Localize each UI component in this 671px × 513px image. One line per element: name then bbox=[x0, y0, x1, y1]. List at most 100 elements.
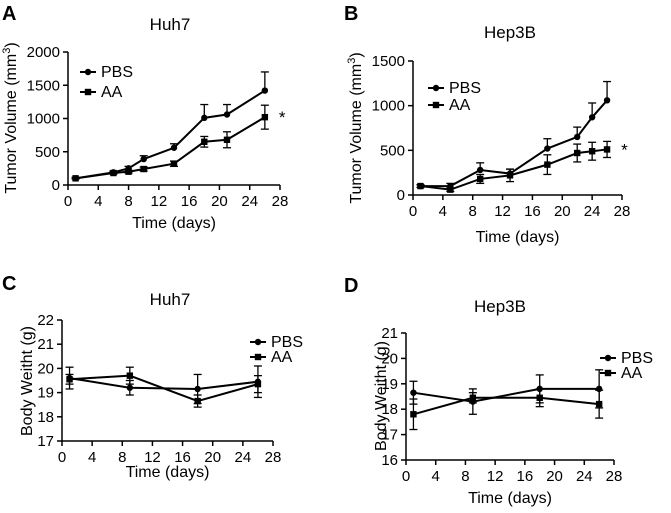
legend-label: AA bbox=[621, 365, 643, 382]
y-axis-label: Tumor Volume (mm3) bbox=[1, 42, 20, 193]
x-tick-label: 28 bbox=[614, 203, 631, 220]
x-tick-label: 12 bbox=[494, 203, 511, 220]
x-tick-label: 0 bbox=[64, 193, 72, 210]
x-tick-label: 0 bbox=[402, 468, 410, 485]
data-point bbox=[595, 400, 603, 408]
series-line bbox=[69, 374, 259, 403]
data-point bbox=[223, 111, 231, 118]
legend-marker bbox=[254, 353, 262, 361]
x-tick-label: 4 bbox=[439, 203, 447, 220]
chart-title: Huh7 bbox=[150, 290, 191, 309]
x-tick-label: 4 bbox=[88, 449, 96, 466]
data-point bbox=[140, 155, 147, 163]
x-axis-label: Time (days) bbox=[132, 215, 216, 232]
data-point bbox=[544, 145, 551, 152]
x-axis-label: Time (days) bbox=[468, 490, 552, 507]
x-axis-label: Time (days) bbox=[476, 229, 560, 246]
significance-marker: * bbox=[621, 140, 628, 159]
panel-letter: C bbox=[2, 273, 16, 295]
legend-label: AA bbox=[271, 349, 293, 366]
x-tick-label: 8 bbox=[469, 203, 477, 220]
legend-marker bbox=[432, 101, 440, 109]
y-tick-label: 19 bbox=[381, 376, 398, 393]
data-point bbox=[476, 175, 484, 183]
data-point bbox=[447, 186, 454, 193]
data-point bbox=[126, 372, 134, 379]
x-tick-label: 28 bbox=[272, 193, 289, 210]
legend-label: PBS bbox=[101, 64, 133, 81]
panel-letter: D bbox=[344, 275, 358, 297]
y-axis-label: Body Weitht (g) bbox=[373, 341, 390, 451]
y-tick-label: 18 bbox=[381, 401, 398, 418]
data-point bbox=[223, 136, 231, 143]
y-axis-label: Tumor Volume (mm3) bbox=[346, 52, 365, 203]
y-axis-label-part: 3 bbox=[1, 48, 13, 54]
legend-marker bbox=[254, 338, 262, 346]
legend-label: PBS bbox=[449, 80, 481, 97]
y-tick-label: 18 bbox=[37, 409, 54, 426]
y-tick-label: 2000 bbox=[27, 44, 60, 61]
data-point bbox=[254, 380, 262, 388]
x-tick-label: 24 bbox=[235, 449, 252, 466]
y-tick-label: 0 bbox=[52, 177, 60, 194]
chart-panel-b: Hep3B 0 500 1000 1500 0 4 8 12 16 20 24 28 Time (days… bbox=[346, 23, 630, 246]
legend-marker bbox=[432, 84, 440, 92]
data-point bbox=[170, 160, 178, 167]
legend-marker bbox=[604, 369, 612, 377]
y-axis-label: Body Weitht (g) bbox=[19, 326, 36, 436]
data-point bbox=[194, 385, 201, 393]
series-pbs bbox=[416, 80, 612, 190]
y-tick-label: 500 bbox=[380, 142, 405, 159]
y-axis-label-part: ) bbox=[348, 52, 365, 57]
data-point bbox=[126, 384, 134, 391]
data-point bbox=[194, 397, 201, 405]
legend-marker bbox=[84, 88, 92, 96]
x-tick-label: 20 bbox=[204, 449, 221, 466]
significance-marker: * bbox=[279, 108, 286, 127]
x-tick-label: 8 bbox=[124, 193, 132, 210]
chart-panel-a: Huh7 0 500 1000 1500 2000 0 4 8 12 16 20 24 28 Time (d… bbox=[1, 15, 288, 232]
data-point bbox=[417, 182, 424, 190]
y-tick-label: 0 bbox=[397, 187, 405, 204]
y-axis-label-part: ) bbox=[3, 42, 20, 47]
chart-title: Hep3B bbox=[484, 23, 536, 42]
x-tick-label: 24 bbox=[584, 203, 601, 220]
data-point bbox=[536, 394, 543, 401]
data-point bbox=[574, 149, 581, 157]
x-tick-label: 0 bbox=[58, 449, 66, 466]
legend-label: PBS bbox=[621, 350, 653, 367]
x-tick-label: 24 bbox=[241, 193, 258, 210]
series-line bbox=[413, 396, 600, 416]
legend-label: AA bbox=[449, 97, 471, 114]
x-tick-label: 12 bbox=[144, 449, 161, 466]
data-point bbox=[410, 389, 417, 396]
data-point bbox=[603, 97, 611, 104]
series-pbs bbox=[65, 365, 262, 405]
data-point bbox=[66, 376, 73, 383]
y-tick-label: 16 bbox=[381, 452, 398, 469]
x-tick-label: 16 bbox=[181, 193, 198, 210]
chart-panel-d: Hep3B 16 17 18 19 20 21 0 4 8 12 16 20 24 28 Time (days… bbox=[373, 297, 653, 507]
x-tick-label: 12 bbox=[151, 193, 168, 210]
data-point bbox=[544, 161, 551, 168]
data-point bbox=[574, 133, 581, 141]
x-tick-label: 0 bbox=[409, 203, 417, 220]
data-point bbox=[410, 411, 417, 418]
data-point bbox=[476, 166, 484, 174]
series-line bbox=[75, 116, 266, 180]
data-point bbox=[261, 87, 269, 94]
y-tick-label: 1000 bbox=[372, 98, 405, 115]
x-tick-label: 8 bbox=[461, 468, 469, 485]
data-point bbox=[170, 144, 178, 151]
legend-marker bbox=[84, 68, 92, 76]
x-axis-label: Time (days) bbox=[126, 464, 210, 481]
series-aa bbox=[65, 366, 262, 408]
y-tick-label: 17 bbox=[381, 427, 398, 444]
y-tick-label: 20 bbox=[381, 350, 398, 367]
legend-marker bbox=[604, 354, 612, 362]
x-tick-label: 28 bbox=[265, 449, 282, 466]
